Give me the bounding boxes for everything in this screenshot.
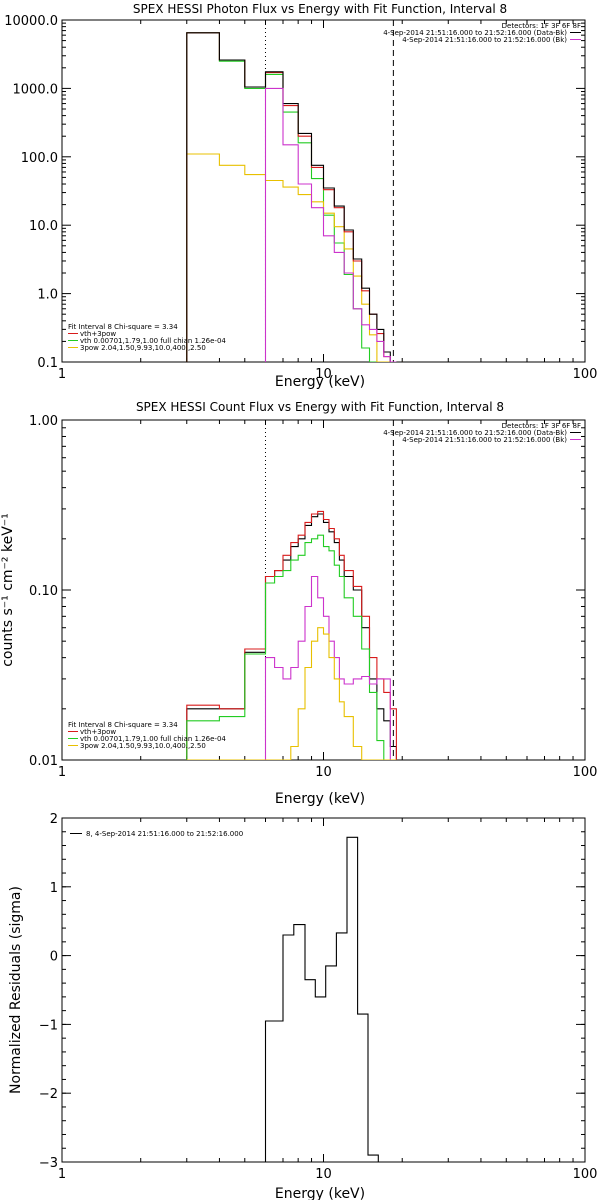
y-axis-label: Normalized Residuals (sigma) (8, 886, 24, 1094)
y-tick-label: 1000.0 (13, 82, 59, 97)
series-bk (264, 575, 391, 760)
legend-entry: vth 0.00701,1.79,1.00 full chian 1.26e-0… (80, 735, 226, 743)
legend-entry: 3pow 2.04,1.50,9.93,10.0,400.,2.50 (80, 742, 206, 750)
x-tick-label: 1 (58, 1167, 66, 1182)
series-residuals (264, 836, 388, 1162)
legend-entry: Detectors: 1F 3F 6F 8F (502, 22, 581, 30)
x-tick-label: 10 (315, 765, 332, 780)
x-tick-label: 100 (573, 765, 598, 780)
y-tick-label: 10.0 (29, 219, 58, 234)
x-axis-label: Energy (keV) (275, 791, 365, 807)
x-tick-label: 10 (315, 1167, 332, 1182)
x-axis-label: Energy (keV) (275, 374, 365, 390)
y-tick-label: −2 (39, 1087, 58, 1102)
series-vth (186, 534, 397, 760)
legend-entry: vth+3pow (80, 330, 116, 338)
y-tick-label: 10000.0 (4, 14, 58, 29)
y-tick-label: 1.00 (29, 414, 58, 429)
axes-frame (61, 419, 586, 761)
series-data-bk (186, 513, 397, 760)
x-tick-label: 100 (573, 367, 598, 382)
series-data-bk (186, 32, 403, 362)
y-tick-label: 2 (50, 812, 58, 827)
legend-entry: Fit Interval 8 Chi-square = 3.34 (68, 721, 178, 729)
series-3pow (186, 153, 403, 362)
residuals-panel: Energy (keV) Normalized Residuals (sigma… (8, 812, 597, 1200)
plot-area: 1 10 100 −3 −2 −1 0 1 2 8, 4-Sep-2014 21:51:16.00… (39, 812, 598, 1182)
legend-entry: 8, 4-Sep-2014 21:51:16.000 to 21:52:16.0… (86, 830, 243, 838)
legend-entry: Detectors: 1F 3F 6F 8F (502, 422, 581, 430)
legend-entry: 3pow 2.04,1.50,9.93,10.0,400.,2.50 (80, 344, 206, 352)
count-flux-panel: SPEX HESSI Count Flux vs Energy with Fit… (0, 400, 597, 807)
legend-entry: vth+3pow (80, 728, 116, 736)
legend-entry: 4-Sep-2014 21:51:16.000 to 21:52:16.000 … (383, 429, 567, 437)
axes-frame (61, 817, 586, 1163)
y-tick-label: −3 (39, 1156, 58, 1171)
legend-entry: vth 0.00701,1.79,1.00 full chian 1.26e-0… (80, 337, 226, 345)
x-tick-label: 100 (573, 1167, 598, 1182)
legend-entry: 4-Sep-2014 21:51:16.000 to 21:52:16.000 … (383, 29, 567, 37)
photon-flux-panel: SPEX HESSI Photon Flux vs Energy with Fi… (4, 2, 597, 390)
legend-entry: 4-Sep-2014 21:51:16.000 to 21:52:16.000 … (402, 436, 567, 444)
y-tick-label: 0.01 (29, 754, 58, 769)
legend-entry: Fit Interval 8 Chi-square = 3.34 (68, 323, 178, 331)
legend-entry: 4-Sep-2014 21:51:16.000 to 21:52:16.000 … (402, 36, 567, 44)
y-tick-label: 0.1 (37, 356, 58, 371)
x-tick-label: 10 (315, 367, 332, 382)
y-tick-label: 1.0 (37, 288, 58, 303)
y-tick-label: 0.10 (29, 584, 58, 599)
chart-title: SPEX HESSI Photon Flux vs Energy with Fi… (133, 2, 507, 16)
series-vth-3pow (186, 510, 397, 760)
y-tick-label: 0 (50, 950, 58, 965)
x-axis-label: Energy (keV) (275, 1186, 365, 1200)
plot-area: 1 10 100 0.01 0.10 1.00 Detectors: 1F 3F 6F 8F… (29, 414, 597, 780)
y-tick-label: 1 (50, 881, 58, 896)
series-bk (264, 87, 397, 362)
chart-title: SPEX HESSI Count Flux vs Energy with Fit… (136, 400, 504, 414)
series-3pow (186, 627, 397, 760)
y-tick-label: −1 (39, 1018, 58, 1033)
y-axis-label: counts s⁻¹ cm⁻² keV⁻¹ (0, 513, 16, 667)
plot-area: 1 10 100 0.1 1.0 10.0 100.0 1000.0 10000.0 Detect… (4, 14, 597, 382)
x-tick-label: 1 (58, 367, 66, 382)
y-tick-label: 100.0 (21, 151, 58, 166)
x-tick-label: 1 (58, 765, 66, 780)
